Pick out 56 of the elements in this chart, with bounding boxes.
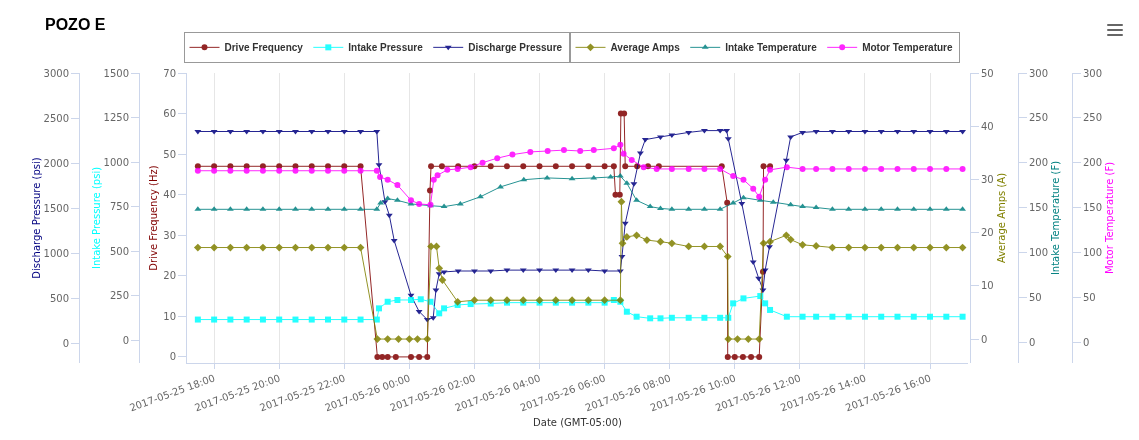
y2-axis-title: Discharge Pressure (psi) [30,157,42,279]
y2-tick-label: 2000 [43,157,69,169]
chart-title: POZO E [45,15,106,33]
y-tick-label: 50 [981,67,994,79]
y-tick-label: 30 [981,173,994,185]
y-tick-label: 20 [981,227,994,239]
y-tick-label: 0 [169,351,176,363]
y3-tick-label: 1000 [103,156,129,168]
y3-tick-label: 500 [109,245,129,257]
y3-tick-label: 0 [1029,336,1036,348]
y3-axis-title: Intake Pressure (psi) [90,166,102,270]
y2-tick-label: 0 [62,337,69,349]
y3-tick-label: 1250 [103,112,129,124]
y3-tick-label: 250 [109,290,129,302]
y-tick-label: 40 [163,189,176,201]
y2-tick-label: 1500 [43,202,69,214]
y-tick-label: 40 [981,120,994,132]
y2-tick-label: 500 [49,292,69,304]
y2-axis-title: Intake Temperature (F) [1050,160,1062,276]
legend-label: Drive Frequency [224,42,304,54]
y-axis-title: Drive Frequency (Hz) [148,165,159,271]
y3-tick-label: 250 [1029,112,1049,124]
y-tick-label: 0 [981,333,988,345]
y-tick-label: 10 [163,310,176,322]
legend-label: Discharge Pressure [468,42,563,54]
legend-label: Intake Temperature [725,42,818,54]
y2-tick-label: 2500 [43,112,69,124]
y3-tick-label: 50 [1029,291,1042,303]
legend-label: Average Amps [610,42,681,54]
y-axis-title: Average Amps (A) [996,172,1007,264]
y3-tick-label: 200 [1029,157,1049,169]
y2-tick-label: 200 [1083,157,1103,169]
y2-tick-label: 150 [1083,202,1103,214]
y2-tick-label: 100 [1083,246,1103,258]
y3-tick-label: 1500 [103,67,129,79]
y-tick-label: 70 [163,67,176,79]
y2-tick-label: 1000 [43,247,69,259]
y3-tick-label: 0 [122,334,129,346]
y3-tick-label: 300 [1029,67,1049,79]
legend-label: Intake Pressure [348,42,424,54]
x-axis-title: Date (GMT-05:00) [533,416,623,428]
y2-tick-label: 250 [1083,112,1103,124]
y-tick-label: 60 [163,108,176,120]
y3-axis-title: Motor Temperature (F) [1104,161,1116,275]
y2-tick-label: 300 [1083,67,1103,79]
legend-label: Motor Temperature [862,42,953,54]
y2-tick-label: 50 [1083,291,1096,303]
y-tick-label: 50 [163,148,176,160]
y-tick-label: 30 [163,229,176,241]
y-tick-label: 20 [163,270,176,282]
y-tick-label: 10 [981,280,994,292]
y3-tick-label: 750 [109,201,129,213]
y2-tick-label: 3000 [43,67,69,79]
y3-tick-label: 100 [1029,246,1049,258]
y2-tick-label: 0 [1083,336,1090,348]
y3-tick-label: 150 [1029,202,1049,214]
